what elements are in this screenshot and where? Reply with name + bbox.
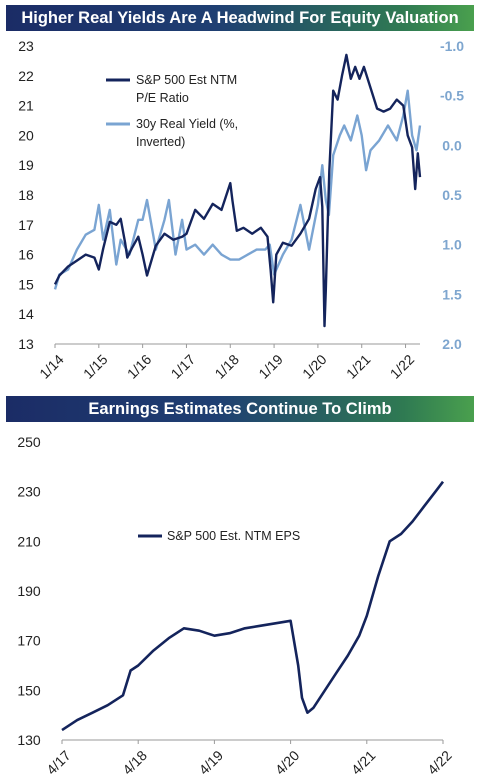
legend-label: Inverted) <box>136 135 185 149</box>
series-line-30y-real-yield-inverted <box>53 89 422 290</box>
chart2-series <box>61 480 445 732</box>
legend-label: S&P 500 Est NTM <box>136 73 237 87</box>
x-tick-label: 4/20 <box>272 747 303 778</box>
left-y-tick-label: 16 <box>18 247 34 263</box>
x-tick-label: 4/18 <box>119 747 150 778</box>
chart1-legend: S&P 500 Est NTM P/E Ratio 30y Real Yield (… <box>106 73 238 149</box>
pe-vs-real-yield-chart: 13 14 15 16 17 18 19 20 21 22 23 -1.0 -0.5 0.0 0.5 1.0… <box>18 38 464 382</box>
left-y-tick-label: 22 <box>18 68 34 84</box>
chart1-x-ticks: 1/14 1/15 1/16 1/17 1/18 1/19 1/20 1/21 1/22 <box>36 344 417 382</box>
x-tick-label: 1/14 <box>36 351 67 382</box>
left-y-tick-label: 17 <box>18 217 34 233</box>
series-line-s-p-500-est-ntm-p-e-ratio <box>53 53 422 328</box>
right-y-tick-label: 2.0 <box>442 336 462 352</box>
x-tick-label: 1/22 <box>387 351 418 382</box>
x-tick-label: 4/19 <box>196 747 227 778</box>
chart2-x-ticks: 4/17 4/18 4/19 4/20 4/21 4/22 <box>43 740 455 778</box>
right-y-tick-label: -1.0 <box>440 38 464 54</box>
x-tick-label: 1/20 <box>299 351 330 382</box>
chart1-title-banner: Higher Real Yields Are A Headwind For Eq… <box>6 5 474 31</box>
chart2-y-ticks: 130 150 170 190 210 230 250 <box>17 434 41 748</box>
left-y-tick-label: 23 <box>18 38 34 54</box>
x-tick-label: 1/16 <box>124 351 155 382</box>
legend-label: 30y Real Yield (%, <box>136 117 238 131</box>
left-y-tick-label: 19 <box>18 157 34 173</box>
y-tick-label: 150 <box>17 682 41 698</box>
right-y-tick-label: 1.0 <box>442 237 462 253</box>
x-tick-label: 1/21 <box>343 351 374 382</box>
legend-label: S&P 500 Est. NTM EPS <box>167 529 300 543</box>
x-tick-label: 1/17 <box>168 351 199 382</box>
right-y-tick-label: -0.5 <box>440 88 464 104</box>
x-tick-label: 4/21 <box>348 747 379 778</box>
right-y-tick-label: 1.5 <box>442 286 462 302</box>
chart2-title-banner: Earnings Estimates Continue To Climb <box>6 396 474 422</box>
right-y-tick-label: 0.0 <box>442 137 462 153</box>
left-y-tick-label: 21 <box>18 98 34 114</box>
right-y-tick-label: 0.5 <box>442 187 462 203</box>
left-y-tick-label: 20 <box>18 127 34 143</box>
legend-label: P/E Ratio <box>136 91 189 105</box>
y-tick-label: 230 <box>17 484 41 500</box>
x-tick-label: 4/22 <box>424 747 455 778</box>
y-tick-label: 250 <box>17 434 41 450</box>
x-tick-label: 4/17 <box>43 747 74 778</box>
left-y-tick-label: 18 <box>18 187 34 203</box>
left-y-tick-label: 15 <box>18 276 34 292</box>
y-tick-label: 190 <box>17 583 41 599</box>
y-tick-label: 130 <box>17 732 41 748</box>
y-tick-label: 170 <box>17 633 41 649</box>
chart2-legend: S&P 500 Est. NTM EPS <box>138 529 300 543</box>
series-line-s-p-500-est-ntm-eps <box>61 480 445 732</box>
left-y-tick-label: 14 <box>18 306 34 322</box>
chart1-left-y-ticks: 13 14 15 16 17 18 19 20 21 22 23 <box>18 38 34 352</box>
chart1-series <box>53 53 422 328</box>
x-tick-label: 1/15 <box>80 351 111 382</box>
left-y-tick-label: 13 <box>18 336 34 352</box>
y-tick-label: 210 <box>17 533 41 549</box>
chart1-right-y-ticks: -1.0 -0.5 0.0 0.5 1.0 1.5 2.0 <box>440 38 464 352</box>
x-tick-label: 1/18 <box>211 351 242 382</box>
x-tick-label: 1/19 <box>255 351 286 382</box>
